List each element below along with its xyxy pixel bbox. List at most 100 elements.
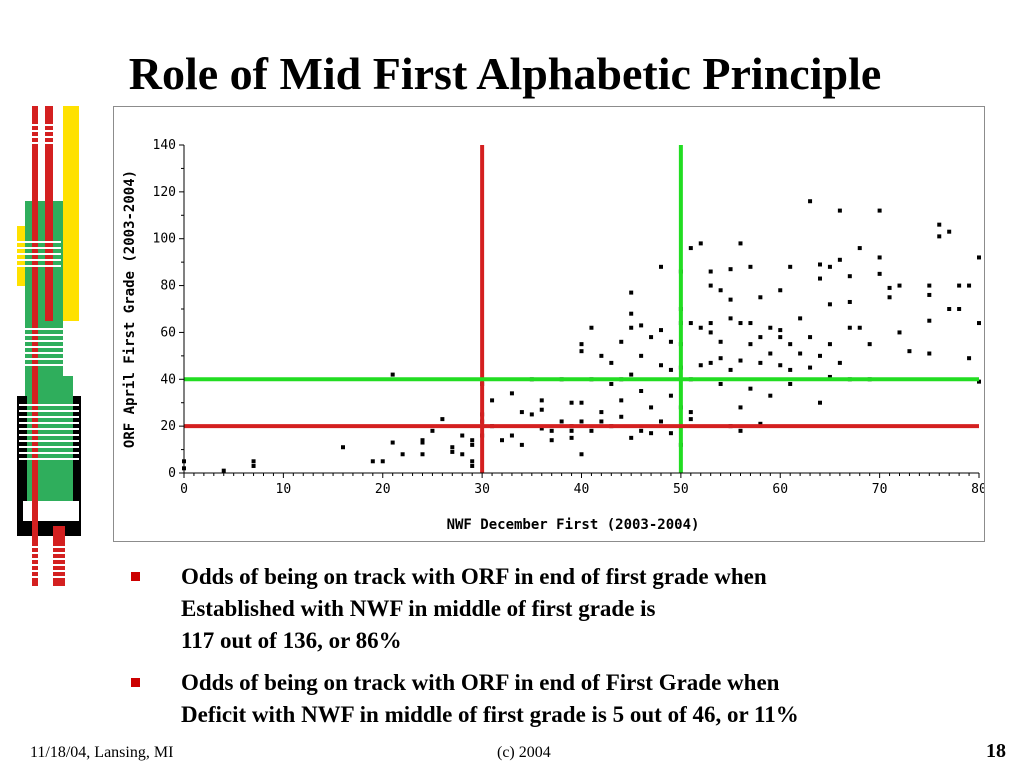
data-point xyxy=(768,351,773,356)
data-point xyxy=(688,246,693,251)
deco-hatch-line xyxy=(19,422,79,424)
deco-red-strip-2 xyxy=(45,106,53,321)
data-point xyxy=(837,360,842,365)
data-point xyxy=(370,459,375,464)
data-point xyxy=(619,339,624,344)
deco-hatch-line xyxy=(19,452,79,454)
data-point xyxy=(728,367,733,372)
data-point xyxy=(589,325,594,330)
data-point xyxy=(818,262,822,267)
bullet-item: Odds of being on track with ORF in end o… xyxy=(130,667,990,731)
data-point xyxy=(887,285,892,290)
data-point xyxy=(708,269,713,274)
data-point xyxy=(947,307,952,311)
x-axis-label: NWF December First (2003-2004) xyxy=(447,517,700,533)
data-point xyxy=(649,431,654,436)
data-point xyxy=(470,438,475,443)
data-point xyxy=(718,288,723,293)
data-point xyxy=(758,335,763,340)
data-point xyxy=(539,398,544,403)
data-point xyxy=(698,363,703,368)
x-tick-label: 50 xyxy=(673,482,689,497)
data-point xyxy=(788,264,793,269)
data-point xyxy=(847,325,852,330)
data-point xyxy=(927,351,932,356)
data-point xyxy=(788,367,793,372)
bullet-line: Established with NWF in middle of first … xyxy=(181,596,656,621)
data-point xyxy=(450,449,455,454)
deco-hatch-line xyxy=(19,404,79,406)
data-point xyxy=(738,241,743,246)
data-point xyxy=(659,419,663,424)
data-point xyxy=(927,283,932,288)
deco-hatch-line xyxy=(31,546,79,548)
data-point xyxy=(748,342,753,347)
data-point xyxy=(579,419,584,424)
data-point xyxy=(708,321,713,326)
data-point xyxy=(659,328,663,333)
data-point xyxy=(818,276,822,281)
deco-hatch-line xyxy=(17,253,61,255)
data-point xyxy=(837,208,842,213)
data-point xyxy=(977,255,981,260)
data-point xyxy=(629,325,634,330)
x-tick-label: 70 xyxy=(872,482,888,497)
deco-hatch-line xyxy=(25,340,73,342)
data-point xyxy=(778,363,783,368)
data-point xyxy=(509,433,514,438)
data-point xyxy=(500,438,504,443)
x-tick-label: 80 xyxy=(971,482,984,497)
data-point xyxy=(897,330,902,335)
x-tick-label: 0 xyxy=(180,482,188,497)
y-tick-label: 140 xyxy=(153,138,176,153)
data-point xyxy=(808,199,813,204)
deco-hatch-line xyxy=(19,458,79,460)
data-point xyxy=(341,445,345,450)
data-point xyxy=(718,339,723,344)
data-point xyxy=(589,428,594,433)
y-tick-label: 40 xyxy=(160,372,176,387)
data-point xyxy=(698,241,703,246)
data-point xyxy=(579,342,584,347)
data-point xyxy=(390,440,395,445)
data-point xyxy=(569,400,574,405)
data-point xyxy=(758,421,763,426)
slide-title: Role of Mid First Alphabetic Principle xyxy=(128,48,882,99)
data-point xyxy=(609,360,614,365)
data-point xyxy=(688,410,693,415)
deco-hatch-line xyxy=(17,142,61,144)
data-point xyxy=(718,356,723,361)
y-tick-label: 20 xyxy=(160,419,176,434)
data-point xyxy=(748,264,753,269)
y-tick-label: 60 xyxy=(160,325,176,340)
data-point xyxy=(957,307,962,311)
data-point xyxy=(808,335,813,340)
deco-hatch-line xyxy=(25,358,73,360)
data-point xyxy=(708,360,713,365)
data-point xyxy=(887,295,892,300)
data-point xyxy=(698,325,703,330)
data-point xyxy=(758,295,763,300)
data-point xyxy=(907,349,912,354)
data-point xyxy=(937,222,942,227)
data-point xyxy=(708,330,713,335)
bullet-list: Odds of being on track with ORF in end o… xyxy=(130,561,990,741)
deco-yellow-strip xyxy=(63,106,79,321)
data-point xyxy=(659,264,663,269)
data-point xyxy=(599,353,604,358)
data-point xyxy=(420,452,425,457)
data-point xyxy=(639,389,644,393)
data-point xyxy=(708,283,713,288)
data-point xyxy=(867,342,872,347)
deco-hatch-line xyxy=(25,364,73,366)
data-point xyxy=(420,438,425,443)
data-point xyxy=(788,381,793,386)
data-point xyxy=(977,321,981,326)
axes xyxy=(183,145,979,474)
y-tick-label: 120 xyxy=(153,185,176,200)
bullet-line: 117 out of 136, or 86% xyxy=(181,628,402,653)
data-point xyxy=(837,257,842,262)
data-point xyxy=(390,372,395,377)
data-point xyxy=(639,428,644,433)
x-tick-label: 60 xyxy=(772,482,788,497)
